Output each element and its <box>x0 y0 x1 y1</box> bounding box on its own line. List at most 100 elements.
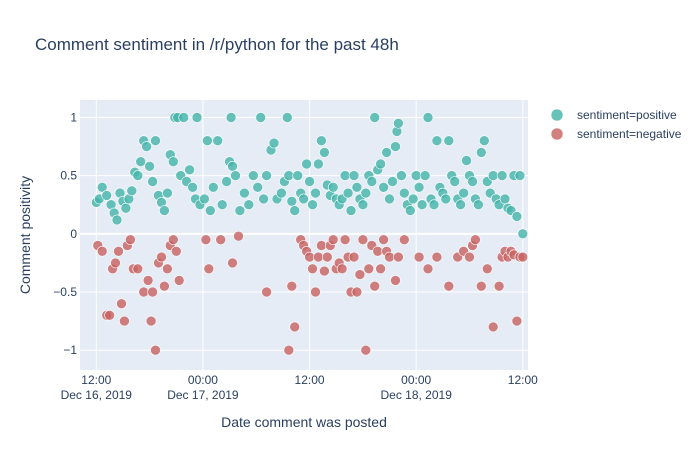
data-point-negative[interactable] <box>357 234 369 245</box>
data-point-negative[interactable] <box>116 298 127 310</box>
data-point-negative[interactable] <box>173 275 185 286</box>
data-point-positive[interactable] <box>283 170 295 181</box>
data-point-positive[interactable] <box>144 161 155 172</box>
data-point-positive[interactable] <box>225 112 237 123</box>
data-point-negative[interactable] <box>307 263 318 275</box>
data-point-positive[interactable] <box>101 190 112 201</box>
data-point-positive[interactable] <box>234 205 246 216</box>
data-point-negative[interactable] <box>283 344 295 356</box>
data-point-positive[interactable] <box>487 170 499 181</box>
data-point-positive[interactable] <box>348 170 360 181</box>
data-point-negative[interactable] <box>147 286 158 298</box>
data-point-positive[interactable] <box>410 170 422 181</box>
data-point-negative[interactable] <box>233 230 244 242</box>
data-point-negative[interactable] <box>113 246 124 257</box>
data-point-positive[interactable] <box>396 170 407 181</box>
data-point-positive[interactable] <box>126 185 138 197</box>
data-point-positive[interactable] <box>458 187 469 199</box>
data-point-negative[interactable] <box>369 280 381 292</box>
data-point-positive[interactable] <box>168 156 179 167</box>
data-point-positive[interactable] <box>258 193 269 205</box>
data-point-negative[interactable] <box>215 234 226 245</box>
data-point-positive[interactable] <box>345 205 357 216</box>
data-point-negative[interactable] <box>203 263 215 275</box>
data-point-positive[interactable] <box>419 170 431 181</box>
data-point-positive[interactable] <box>467 176 478 187</box>
data-point-negative[interactable] <box>475 280 487 292</box>
legend[interactable]: sentiment=positive sentiment=negative <box>550 108 682 141</box>
data-point-positive[interactable] <box>375 158 386 170</box>
data-point-positive[interactable] <box>455 199 466 210</box>
data-point-positive[interactable] <box>227 161 238 172</box>
data-point-negative[interactable] <box>517 251 529 263</box>
data-point-negative[interactable] <box>150 344 161 356</box>
data-point-negative[interactable] <box>398 234 410 245</box>
data-point-positive[interactable] <box>202 135 213 146</box>
data-point-negative[interactable] <box>481 263 493 275</box>
data-point-positive[interactable] <box>378 182 389 193</box>
data-point-negative[interactable] <box>339 234 351 245</box>
data-point-positive[interactable] <box>416 199 428 210</box>
data-point-positive[interactable] <box>286 196 298 207</box>
data-point-negative[interactable] <box>159 280 170 292</box>
data-point-positive[interactable] <box>307 199 318 210</box>
data-point-positive[interactable] <box>276 187 287 199</box>
data-point-negative[interactable] <box>393 251 404 263</box>
data-point-positive[interactable] <box>292 170 304 181</box>
data-point-negative[interactable] <box>142 275 154 286</box>
data-point-positive[interactable] <box>360 187 372 199</box>
data-point-positive[interactable] <box>449 176 461 187</box>
data-point-positive[interactable] <box>428 199 440 210</box>
data-point-negative[interactable] <box>464 251 475 263</box>
data-point-positive[interactable] <box>393 118 404 129</box>
data-point-positive[interactable] <box>289 205 301 216</box>
data-point-positive[interactable] <box>473 199 484 210</box>
data-point-negative[interactable] <box>351 286 363 298</box>
data-point-positive[interactable] <box>252 182 264 193</box>
data-point-negative[interactable] <box>431 251 443 263</box>
data-point-positive[interactable] <box>413 182 425 193</box>
data-point-positive[interactable] <box>517 228 529 240</box>
data-point-positive[interactable] <box>239 187 250 199</box>
data-point-positive[interactable] <box>351 182 363 193</box>
data-point-positive[interactable] <box>407 193 419 205</box>
data-point-positive[interactable] <box>147 176 158 187</box>
data-point-negative[interactable] <box>336 263 348 275</box>
data-point-positive[interactable] <box>496 170 508 181</box>
data-point-negative[interactable] <box>227 257 238 269</box>
data-point-positive[interactable] <box>178 112 189 123</box>
data-point-negative[interactable] <box>384 251 395 263</box>
data-point-positive[interactable] <box>230 170 241 181</box>
data-point-positive[interactable] <box>212 135 223 146</box>
data-point-positive[interactable] <box>281 112 293 123</box>
data-point-positive[interactable] <box>191 112 203 123</box>
data-point-negative[interactable] <box>413 251 425 263</box>
data-point-positive[interactable] <box>162 187 173 199</box>
data-point-negative[interactable] <box>200 234 212 245</box>
data-point-positive[interactable] <box>357 199 369 210</box>
data-point-positive[interactable] <box>205 205 216 216</box>
data-point-positive[interactable] <box>268 137 280 149</box>
data-point-negative[interactable] <box>289 321 301 333</box>
data-point-positive[interactable] <box>261 170 272 181</box>
data-point-positive[interactable] <box>422 112 434 123</box>
data-point-negative[interactable] <box>96 246 108 257</box>
data-point-positive[interactable] <box>298 193 309 205</box>
data-point-negative[interactable] <box>104 309 115 321</box>
data-point-positive[interactable] <box>208 182 219 193</box>
data-point-negative[interactable] <box>378 234 389 245</box>
data-point-positive[interactable] <box>150 135 161 146</box>
data-point-positive[interactable] <box>398 187 410 199</box>
data-point-negative[interactable] <box>125 234 136 245</box>
data-point-positive[interactable] <box>199 193 210 205</box>
data-point-positive[interactable] <box>187 182 198 193</box>
data-point-positive[interactable] <box>184 164 195 176</box>
data-point-negative[interactable] <box>363 263 375 275</box>
data-point-positive[interactable] <box>443 135 455 146</box>
data-point-positive[interactable] <box>381 147 392 158</box>
data-point-positive[interactable] <box>461 155 472 166</box>
data-point-positive[interactable] <box>387 176 398 187</box>
legend-item-negative[interactable]: sentiment=negative <box>550 127 682 141</box>
data-point-negative[interactable] <box>162 263 173 275</box>
data-point-negative[interactable] <box>360 344 372 356</box>
